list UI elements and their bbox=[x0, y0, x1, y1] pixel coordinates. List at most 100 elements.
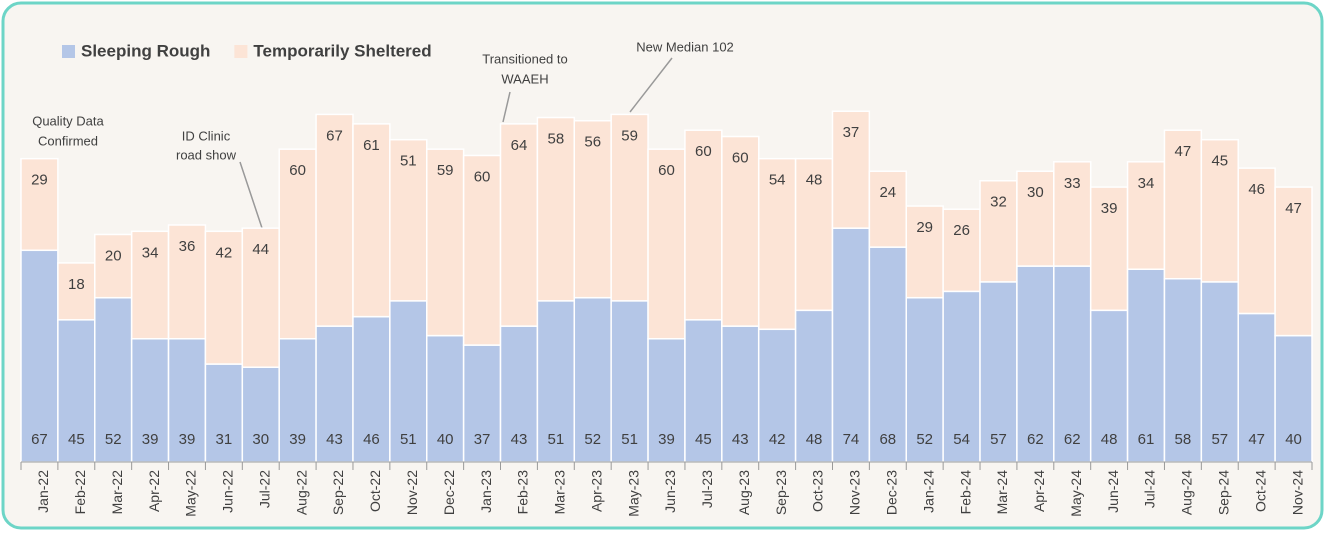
bar-segment bbox=[1016, 170, 1055, 267]
bar-segment bbox=[868, 246, 908, 463]
data-label: 44 bbox=[252, 241, 269, 258]
data-label: 67 bbox=[31, 431, 48, 448]
x-tick-label: Feb-22 bbox=[72, 470, 88, 515]
bar-segment bbox=[1053, 161, 1092, 267]
annotations: Quality Data Confirmed ID Clinic road sh… bbox=[32, 39, 734, 229]
bar-segment bbox=[167, 224, 207, 340]
data-label: 39 bbox=[289, 431, 306, 448]
data-label: 30 bbox=[252, 431, 269, 448]
data-label: 47 bbox=[1248, 431, 1265, 448]
x-tick-label: May-23 bbox=[625, 470, 641, 517]
x-tick-label: Nov-24 bbox=[1289, 470, 1305, 515]
annotation: ID Clinic bbox=[182, 128, 231, 143]
bar-segment bbox=[1163, 129, 1203, 280]
x-tick-label: Sep-22 bbox=[330, 470, 346, 515]
bar-segment bbox=[979, 180, 1018, 283]
data-label: 59 bbox=[437, 162, 454, 179]
data-label: 29 bbox=[916, 219, 933, 236]
data-label: 48 bbox=[1101, 431, 1118, 448]
bar-segment bbox=[831, 227, 871, 463]
data-label: 58 bbox=[1175, 431, 1192, 448]
data-label: 62 bbox=[1027, 431, 1044, 448]
x-tick-label: May-22 bbox=[183, 470, 199, 517]
data-label: 52 bbox=[105, 431, 122, 448]
data-label: 43 bbox=[511, 431, 528, 448]
data-label: 42 bbox=[769, 431, 786, 448]
data-label: 42 bbox=[216, 244, 233, 261]
bar-segment bbox=[1274, 334, 1313, 463]
x-tick-label: Mar-24 bbox=[994, 470, 1010, 515]
data-label: 48 bbox=[806, 172, 823, 189]
bar-segment bbox=[721, 135, 760, 327]
data-label: 52 bbox=[916, 431, 933, 448]
x-tick-label: Jan-24 bbox=[920, 470, 936, 513]
data-label: 60 bbox=[695, 143, 712, 160]
data-label: 62 bbox=[1064, 431, 1081, 448]
bar-segment bbox=[942, 290, 981, 463]
bar-segment bbox=[315, 113, 354, 327]
data-label: 45 bbox=[1211, 153, 1228, 170]
x-tick-label: Apr-22 bbox=[146, 470, 162, 512]
bar-segment bbox=[757, 328, 797, 463]
x-tick-label: Dec-22 bbox=[441, 470, 457, 515]
x-tick-label: Oct-23 bbox=[810, 470, 826, 512]
annotation-line bbox=[502, 91, 511, 123]
bar-segment bbox=[1126, 161, 1166, 270]
data-label: 51 bbox=[621, 431, 638, 448]
bar-segment bbox=[1274, 186, 1313, 337]
bar-segment bbox=[868, 170, 908, 248]
data-label: 20 bbox=[105, 247, 122, 264]
data-label: 32 bbox=[990, 194, 1007, 211]
legend-swatch bbox=[62, 45, 75, 58]
x-tick-label: Mar-23 bbox=[552, 470, 568, 515]
data-label: 45 bbox=[695, 431, 712, 448]
bar-segment bbox=[462, 154, 502, 346]
data-label: 64 bbox=[511, 137, 528, 154]
data-label: 40 bbox=[1285, 431, 1302, 448]
data-label: 59 bbox=[621, 127, 638, 144]
annotation: Confirmed bbox=[38, 133, 98, 148]
data-label: 34 bbox=[142, 244, 159, 261]
data-label: 39 bbox=[179, 431, 196, 448]
bar-segment bbox=[831, 110, 871, 229]
bar-segment bbox=[1200, 138, 1239, 283]
annotation: Transitioned to bbox=[482, 51, 568, 66]
data-label: 61 bbox=[363, 137, 380, 154]
x-tick-label: Aug-22 bbox=[293, 470, 309, 515]
bar-segment bbox=[942, 208, 981, 293]
bar-segment bbox=[352, 123, 391, 318]
x-tick-label: Feb-24 bbox=[957, 470, 973, 515]
bar-segment bbox=[499, 123, 539, 327]
data-label: 36 bbox=[179, 238, 196, 255]
x-tick-label: Apr-24 bbox=[1031, 470, 1047, 512]
data-label: 56 bbox=[584, 134, 601, 151]
legend-label: Sleeping Rough bbox=[81, 41, 210, 60]
data-label: 51 bbox=[400, 153, 417, 170]
data-label: 57 bbox=[1211, 431, 1228, 448]
data-label: 51 bbox=[547, 431, 564, 448]
bar-segment bbox=[610, 113, 649, 302]
data-label: 43 bbox=[732, 431, 749, 448]
x-tick-label: Jun-23 bbox=[662, 470, 678, 513]
x-tick-label: Oct-24 bbox=[1252, 470, 1268, 512]
data-label: 60 bbox=[732, 149, 749, 166]
bar-segment bbox=[94, 233, 133, 299]
data-label: 54 bbox=[953, 431, 970, 448]
x-tick-label: Jan-22 bbox=[35, 470, 51, 513]
data-label: 51 bbox=[400, 431, 417, 448]
x-tick-label: Apr-23 bbox=[588, 470, 604, 512]
x-tick-label: Mar-22 bbox=[109, 470, 125, 515]
x-tick-label: Aug-24 bbox=[1179, 470, 1195, 515]
data-label: 39 bbox=[658, 431, 675, 448]
data-label: 39 bbox=[1101, 200, 1118, 217]
data-label: 57 bbox=[990, 431, 1007, 448]
annotation-line bbox=[629, 57, 673, 113]
bar-segment bbox=[204, 363, 244, 463]
x-tick-label: Nov-22 bbox=[404, 470, 420, 515]
data-label: 54 bbox=[769, 172, 786, 189]
data-label: 46 bbox=[363, 431, 380, 448]
data-label: 58 bbox=[547, 131, 564, 148]
bar-segment bbox=[241, 366, 280, 463]
data-label: 60 bbox=[474, 168, 491, 185]
data-label: 48 bbox=[806, 431, 823, 448]
